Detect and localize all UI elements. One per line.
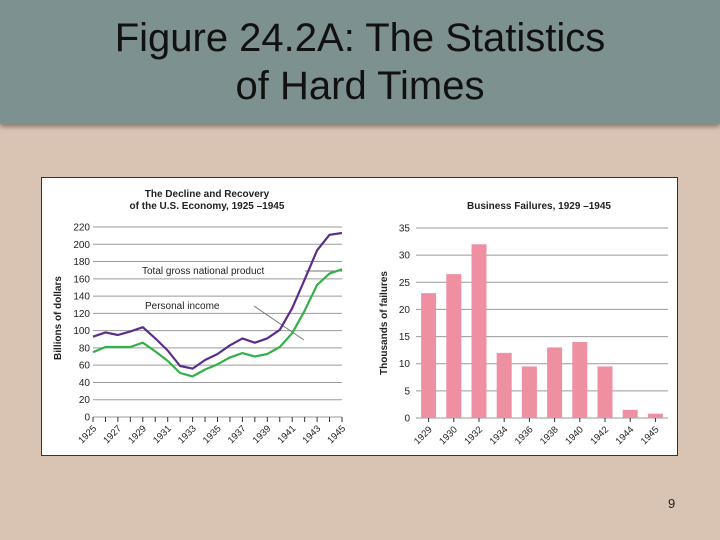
line-chart-title-line-1: The Decline and Recovery	[145, 189, 270, 200]
bar-1940	[572, 342, 588, 418]
bar-chart-xtick-label: 1944	[614, 424, 637, 447]
line-chart-xtick-label: 1939	[251, 423, 274, 446]
line-chart-ytick-label: 120	[73, 309, 90, 320]
line-chart-ytick-label: 100	[73, 326, 90, 337]
bar-chart-xtick-label: 1929	[412, 424, 435, 447]
series-line-gnp	[92, 231, 343, 370]
bar-chart-xtick-label: 1936	[513, 424, 536, 447]
figure-svg: The Decline and Recovery of the U.S. Eco…	[53, 189, 668, 447]
line-chart-ytick-label: 140	[73, 292, 90, 303]
bar-chart-ytick-label: 5	[404, 386, 410, 397]
bar-chart-xtick-label: 1934	[488, 424, 511, 447]
bar-chart-xtick-label: 1945	[639, 424, 662, 447]
bar-chart-ytick-label: 0	[404, 414, 410, 425]
line-chart-ytick-label: 40	[79, 378, 91, 389]
line-chart-ytick-label: 180	[73, 257, 90, 268]
figure-panel: The Decline and Recovery of the U.S. Eco…	[41, 177, 678, 456]
line-chart-ytick-label: 200	[73, 240, 90, 251]
bar-1934	[496, 352, 512, 418]
line-chart-xtick-label: 1929	[126, 423, 149, 446]
line-chart-xtick-label: 1943	[300, 423, 323, 446]
title-band: Figure 24.2A: The Statistics of Hard Tim…	[0, 0, 720, 124]
bar-1929	[421, 293, 437, 418]
bar-chart-xtick-label: 1940	[563, 424, 586, 447]
bar-chart-xtick-label: 1942	[588, 424, 611, 447]
bar-1945	[647, 413, 663, 418]
bar-1936	[521, 366, 537, 418]
line-chart-ytick-label: 60	[79, 361, 91, 372]
bar-chart-ylabel: Thousands of failures	[379, 271, 390, 375]
line-chart-xtick-label: 1937	[226, 423, 249, 446]
line-label-gnp: Total gross national product	[142, 266, 265, 277]
bar-chart-ytick-label: 10	[399, 359, 411, 370]
bar-chart-ytick-label: 20	[399, 305, 411, 316]
slide-title: Figure 24.2A: The Statistics of Hard Tim…	[60, 14, 660, 110]
bar-chart-ytick-label: 25	[399, 278, 411, 289]
line-label-income: Personal income	[145, 301, 220, 312]
line-chart-xtick-label: 1935	[201, 423, 224, 446]
line-chart-xtick-label: 1931	[151, 423, 174, 446]
line-chart-ytick-label: 160	[73, 274, 90, 285]
bar-1930	[446, 274, 462, 418]
bar-chart-xtick-label: 1932	[462, 424, 485, 447]
line-chart-xtick-label: 1933	[176, 423, 199, 446]
page-number: 9	[668, 496, 676, 511]
line-chart-xtick-label: 1925	[76, 423, 99, 446]
series-line-income	[92, 268, 343, 378]
line-chart-xtick-label: 1945	[325, 423, 348, 446]
bar-chart-ytick-label: 15	[399, 332, 411, 343]
bar-chart-xtick-label: 1930	[437, 424, 460, 447]
bar-chart-ytick-label: 30	[399, 251, 411, 262]
line-chart-title-line-2: of the U.S. Economy, 1925 –1945	[130, 201, 285, 212]
line-chart-ytick-label: 220	[73, 223, 90, 234]
slide-title-line-2: of Hard Times	[235, 64, 485, 108]
bar-1942	[597, 366, 613, 418]
slide-title-line-1: Figure 24.2A: The Statistics	[114, 16, 606, 60]
line-chart-ytick-label: 80	[79, 343, 91, 354]
line-chart-xtick-label: 1941	[276, 423, 299, 446]
bar-1938	[547, 347, 563, 418]
bar-1932	[471, 244, 487, 418]
bar-1944	[622, 409, 638, 418]
bar-chart-ytick-label: 35	[399, 224, 411, 235]
bar-chart-xtick-label: 1938	[538, 424, 561, 447]
line-chart-xtick-label: 1927	[101, 423, 124, 446]
line-chart-ytick-label: 20	[79, 395, 91, 406]
line-chart-ytick-label: 0	[84, 413, 90, 424]
bar-chart-title: Business Failures, 1929 –1945	[467, 201, 611, 212]
income-leader-line	[253, 305, 305, 341]
line-chart-ylabel: Billions of dollars	[53, 276, 64, 360]
